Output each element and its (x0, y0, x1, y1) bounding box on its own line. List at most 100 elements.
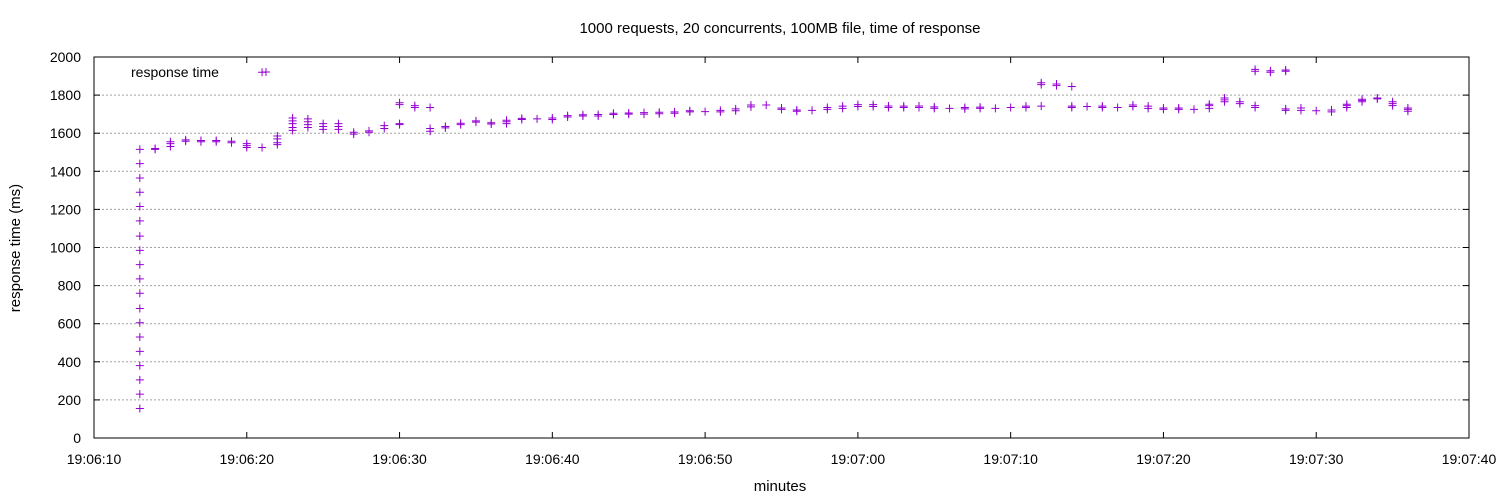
data-point (563, 111, 572, 120)
chart-title: 1000 requests, 20 concurrents, 100MB fil… (579, 20, 980, 37)
data-point (1251, 101, 1260, 110)
data-point (395, 98, 404, 107)
data-point (640, 108, 648, 117)
data-point (685, 106, 694, 115)
data-points (135, 65, 1412, 413)
data-point (487, 118, 496, 127)
legend-label: response time (131, 64, 219, 80)
data-point (1067, 82, 1076, 91)
data-point (1174, 104, 1183, 113)
data-point (135, 232, 144, 241)
axis-ticks: 0 200 400 600 800 1000 1200 1400 1600 1800 2000 19:… (50, 49, 1497, 467)
y-tick-label: 1600 (50, 125, 81, 141)
data-point (135, 361, 144, 370)
data-point (1067, 102, 1076, 111)
data-point (945, 104, 954, 113)
data-point (212, 136, 221, 145)
data-point (227, 137, 236, 146)
data-point (976, 103, 985, 112)
data-point (838, 102, 847, 111)
data-point (960, 103, 969, 112)
x-tick-label: 19:07:20 (1136, 451, 1191, 467)
data-point (471, 116, 480, 125)
data-point (1006, 103, 1015, 112)
y-tick-label: 1200 (50, 201, 81, 217)
data-point (1373, 93, 1382, 102)
data-point (655, 108, 664, 117)
data-point (135, 260, 144, 269)
data-point (273, 132, 282, 141)
x-tick-label: 19:06:30 (372, 451, 427, 467)
data-point (1281, 65, 1290, 74)
x-tick-label: 19:06:50 (678, 451, 733, 467)
data-point (135, 159, 144, 168)
data-point (517, 114, 526, 123)
data-point (288, 113, 297, 122)
data-point (1098, 102, 1107, 111)
data-point (181, 135, 190, 144)
data-point (1388, 97, 1397, 106)
data-point (135, 304, 144, 313)
data-point (1113, 103, 1122, 112)
data-point (1235, 97, 1244, 106)
data-point (1052, 80, 1061, 89)
data-point (762, 101, 771, 110)
data-point (594, 110, 603, 119)
data-point (135, 289, 144, 298)
data-point (166, 137, 175, 146)
x-tick-label: 19:06:40 (525, 451, 580, 467)
x-tick-label: 19:06:20 (220, 451, 275, 467)
data-point (1327, 105, 1336, 114)
data-point (135, 318, 144, 327)
data-point (670, 107, 679, 116)
x-tick-label: 19:07:10 (983, 451, 1038, 467)
y-tick-label: 200 (58, 392, 82, 408)
legend: response time (131, 64, 270, 80)
data-point (533, 114, 542, 123)
data-point (884, 101, 893, 110)
data-point (1342, 100, 1351, 109)
data-point (930, 102, 939, 111)
data-point (1128, 101, 1137, 110)
data-point (869, 100, 878, 109)
data-point (135, 390, 144, 399)
data-point (1251, 65, 1260, 74)
data-point (853, 100, 862, 109)
x-tick-label: 19:06:10 (67, 451, 122, 467)
data-point (1403, 104, 1412, 113)
data-point (456, 119, 465, 128)
x-axis-label: minutes (754, 478, 807, 495)
data-point (1037, 102, 1046, 111)
data-point (1266, 66, 1275, 75)
data-point (196, 136, 205, 145)
data-point (135, 173, 144, 182)
data-point (1190, 105, 1198, 114)
data-point (135, 202, 144, 211)
data-point (135, 188, 144, 197)
data-point (135, 404, 144, 413)
data-point (380, 121, 389, 130)
data-point (135, 274, 144, 283)
data-point (135, 216, 144, 225)
data-point (746, 101, 755, 110)
data-point (731, 104, 740, 113)
y-tick-label: 800 (58, 278, 82, 294)
data-point (395, 119, 404, 128)
data-point (1312, 106, 1321, 115)
data-point (915, 101, 923, 110)
x-tick-label: 19:07:00 (831, 451, 886, 467)
data-point (1159, 104, 1168, 113)
x-tick-label: 19:07:40 (1442, 451, 1497, 467)
data-point (365, 126, 373, 135)
data-point (502, 116, 511, 125)
data-point (426, 124, 435, 133)
data-point (1296, 104, 1305, 113)
data-point (1083, 102, 1092, 111)
data-point (242, 139, 251, 148)
data-point (792, 105, 801, 114)
data-point (808, 106, 817, 115)
data-point (823, 103, 832, 112)
data-point (1021, 102, 1030, 111)
data-point (609, 109, 618, 118)
